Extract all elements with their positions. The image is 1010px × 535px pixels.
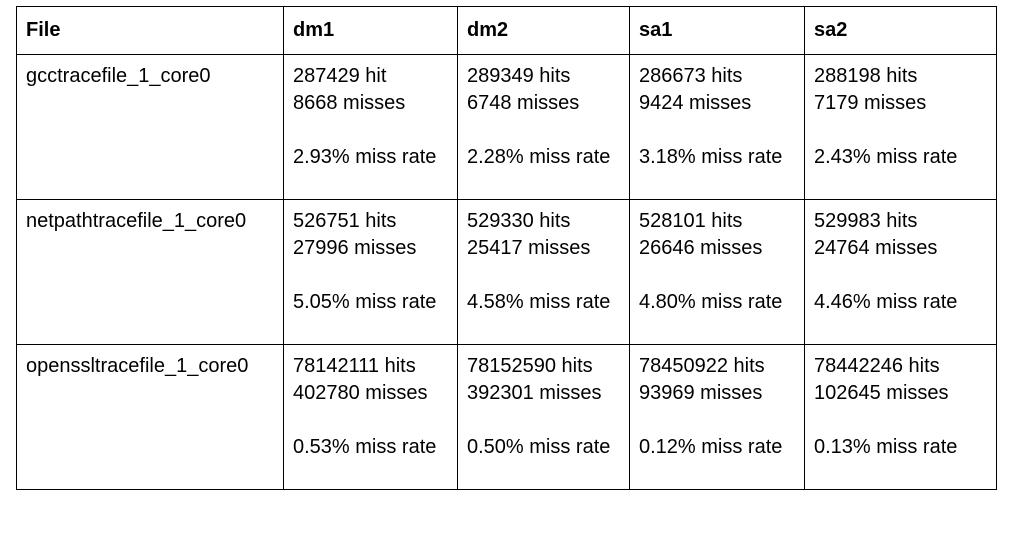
- result-cell: 529330 hits 25417 misses 4.58% miss rate: [457, 199, 630, 345]
- result-cell: 288198 hits 7179 misses 2.43% miss rate: [804, 54, 997, 200]
- hits-text: 78142111 hits: [293, 355, 416, 377]
- hits-text: 286673 hits: [639, 65, 743, 87]
- file-name-cell: openssltracefile_1_core0: [16, 344, 284, 490]
- miss-rate-text: 4.80% miss rate: [639, 291, 783, 313]
- result-cell: 78450922 hits 93969 misses 0.12% miss ra…: [629, 344, 805, 490]
- hits-text: 529330 hits: [467, 210, 571, 232]
- table-row: openssltracefile_1_core0 78142111 hits 4…: [16, 344, 997, 490]
- header-sa2: sa2: [804, 6, 997, 55]
- misses-text: 6748 misses: [467, 92, 580, 114]
- hits-text: 287429 hit: [293, 65, 387, 87]
- misses-text: 7179 misses: [814, 92, 927, 114]
- result-cell: 286673 hits 9424 misses 3.18% miss rate: [629, 54, 805, 200]
- result-cell: 78152590 hits 392301 misses 0.50% miss r…: [457, 344, 630, 490]
- cache-results-table: File dm1 dm2 sa1 sa2 gcctracefile_1_core…: [16, 6, 997, 490]
- result-cell: 78442246 hits 102645 misses 0.13% miss r…: [804, 344, 997, 490]
- miss-rate-text: 2.28% miss rate: [467, 146, 611, 168]
- misses-text: 27996 misses: [293, 237, 417, 259]
- miss-rate-text: 0.53% miss rate: [293, 436, 437, 458]
- header-sa1: sa1: [629, 6, 805, 55]
- hits-text: 526751 hits: [293, 210, 397, 232]
- misses-text: 24764 misses: [814, 237, 938, 259]
- file-name-cell: gcctracefile_1_core0: [16, 54, 284, 200]
- miss-rate-text: 0.13% miss rate: [814, 436, 958, 458]
- misses-text: 93969 misses: [639, 382, 763, 404]
- hits-text: 529983 hits: [814, 210, 918, 232]
- results-table-container: File dm1 dm2 sa1 sa2 gcctracefile_1_core…: [16, 6, 997, 490]
- result-cell: 528101 hits 26646 misses 4.80% miss rate: [629, 199, 805, 345]
- miss-rate-text: 0.12% miss rate: [639, 436, 783, 458]
- result-cell: 526751 hits 27996 misses 5.05% miss rate: [283, 199, 458, 345]
- result-cell: 289349 hits 6748 misses 2.28% miss rate: [457, 54, 630, 200]
- misses-text: 102645 misses: [814, 382, 949, 404]
- hits-text: 78442246 hits: [814, 355, 940, 377]
- miss-rate-text: 3.18% miss rate: [639, 146, 783, 168]
- miss-rate-text: 5.05% miss rate: [293, 291, 437, 313]
- miss-rate-text: 2.43% miss rate: [814, 146, 958, 168]
- misses-text: 402780 misses: [293, 382, 428, 404]
- hits-text: 78152590 hits: [467, 355, 593, 377]
- header-dm1: dm1: [283, 6, 458, 55]
- table-row: netpathtracefile_1_core0 526751 hits 279…: [16, 199, 997, 345]
- header-row: File dm1 dm2 sa1 sa2: [16, 6, 997, 55]
- hits-text: 289349 hits: [467, 65, 571, 87]
- result-cell: 287429 hit 8668 misses 2.93% miss rate: [283, 54, 458, 200]
- hits-text: 528101 hits: [639, 210, 743, 232]
- misses-text: 8668 misses: [293, 92, 406, 114]
- misses-text: 9424 misses: [639, 92, 752, 114]
- miss-rate-text: 0.50% miss rate: [467, 436, 611, 458]
- miss-rate-text: 2.93% miss rate: [293, 146, 437, 168]
- misses-text: 25417 misses: [467, 237, 591, 259]
- result-cell: 78142111 hits 402780 misses 0.53% miss r…: [283, 344, 458, 490]
- header-file: File: [16, 6, 284, 55]
- table-row: gcctracefile_1_core0 287429 hit 8668 mis…: [16, 54, 997, 200]
- header-dm2: dm2: [457, 6, 630, 55]
- miss-rate-text: 4.58% miss rate: [467, 291, 611, 313]
- hits-text: 288198 hits: [814, 65, 918, 87]
- result-cell: 529983 hits 24764 misses 4.46% miss rate: [804, 199, 997, 345]
- file-name-cell: netpathtracefile_1_core0: [16, 199, 284, 345]
- miss-rate-text: 4.46% miss rate: [814, 291, 958, 313]
- misses-text: 392301 misses: [467, 382, 602, 404]
- misses-text: 26646 misses: [639, 237, 763, 259]
- hits-text: 78450922 hits: [639, 355, 765, 377]
